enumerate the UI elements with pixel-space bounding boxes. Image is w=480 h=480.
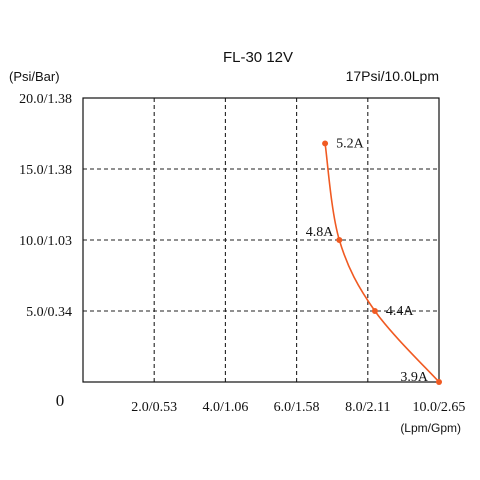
- tick-labels: 2.0/0.53 4.0/1.06 6.0/1.58 8.0/2.11 10.0/2.6…: [19, 92, 465, 415]
- chart-title: FL-30 12V: [223, 49, 293, 66]
- y-tick-label-0: 5.0/0.34: [26, 305, 72, 320]
- y-tick-label-3: 20.0/1.38: [19, 92, 72, 107]
- data-point-label-2: 4.4A: [386, 304, 415, 319]
- chart-subtitle: 17Psi/10.0Lpm: [346, 68, 439, 84]
- plot-frame: [82, 97, 440, 383]
- series-line-0: [324, 143, 440, 383]
- y-tick-label-1: 10.0/1.03: [19, 234, 72, 249]
- y-tick-label-2: 15.0/1.38: [19, 163, 72, 178]
- y-axis-label: (Psi/Bar): [9, 69, 60, 84]
- series-layer: 5.2A 4.8A 4.4A 3.9A: [306, 136, 442, 385]
- x-tick-label-1: 4.0/1.06: [202, 400, 248, 415]
- origin-label: 0: [56, 391, 65, 410]
- x-axis-label: (Lpm/Gpm): [400, 421, 461, 435]
- data-point-0: [322, 140, 329, 147]
- grid-lines: [83, 98, 439, 382]
- data-point-3: [436, 379, 442, 385]
- x-tick-label-2: 6.0/1.58: [274, 400, 320, 415]
- data-point-2: [371, 308, 378, 314]
- x-tick-label-4: 10.0/2.65: [413, 400, 466, 415]
- data-point-label-1: 4.8A: [306, 225, 335, 240]
- x-tick-label-3: 8.0/2.11: [345, 400, 390, 415]
- data-point-label-0: 5.2A: [336, 136, 365, 151]
- x-tick-label-0: 2.0/0.53: [131, 400, 177, 415]
- data-point-1: [336, 237, 343, 243]
- data-point-label-3: 3.9A: [400, 370, 429, 385]
